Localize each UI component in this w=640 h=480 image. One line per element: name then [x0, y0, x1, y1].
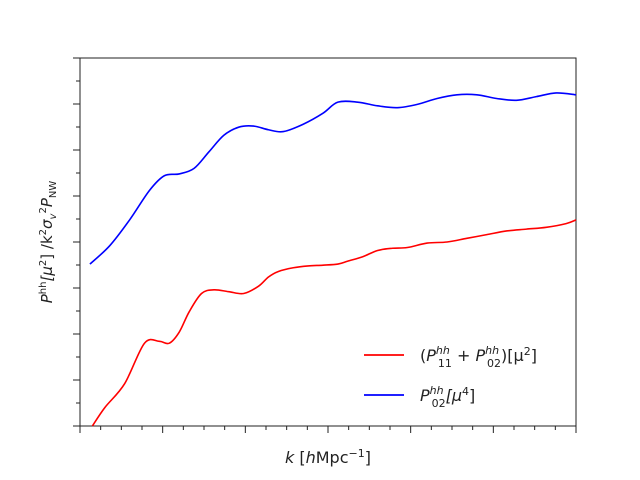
- series-line-0: [91, 219, 577, 427]
- legend-label-blue: Phh 02[μ4]: [420, 384, 475, 410]
- legend: (Phh 11 + Phh 02)[μ2] Phh 02[μ4]: [364, 344, 537, 410]
- plot-frame: [79, 57, 577, 427]
- tick-marks: [73, 57, 577, 433]
- series-lines: [89, 92, 577, 427]
- series-line-1: [89, 92, 577, 265]
- x-axis-label: k [hMpc−1]: [285, 447, 371, 467]
- legend-label-red: (Phh 11 + Phh 02)[μ2]: [420, 344, 537, 370]
- y-axis-label: Phh[μ2] /k2σv2PNW: [38, 181, 59, 304]
